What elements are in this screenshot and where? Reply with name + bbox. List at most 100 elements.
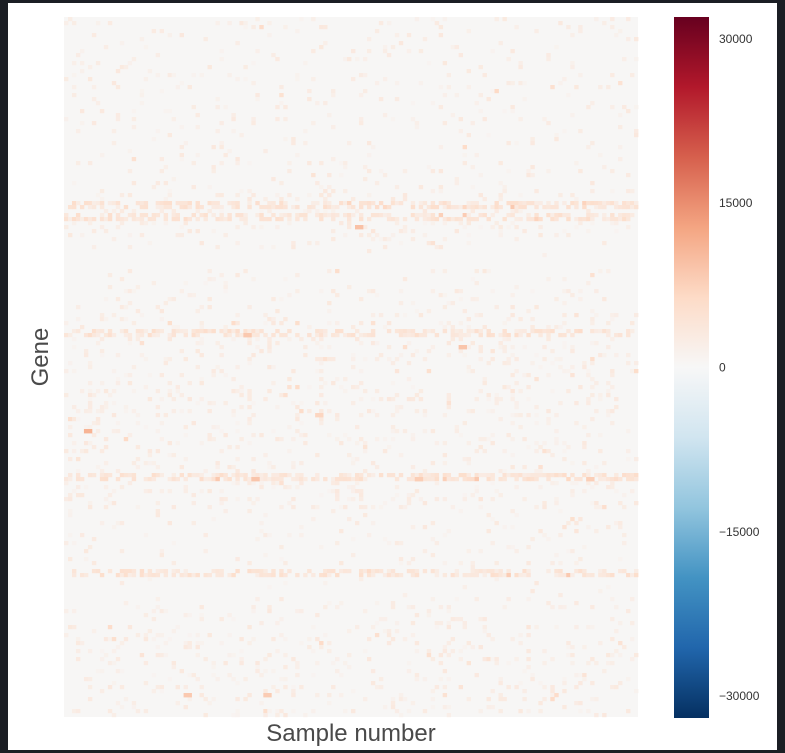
heatmap-cell <box>79 61 85 66</box>
heatmap-cell <box>494 569 499 574</box>
heatmap-cell <box>83 449 89 454</box>
heatmap-cell <box>358 297 364 302</box>
heatmap-cell <box>582 365 587 370</box>
heatmap-cell <box>71 709 77 714</box>
heatmap-cell <box>275 709 280 714</box>
heatmap-cell <box>554 553 559 558</box>
heatmap-cell <box>458 217 464 222</box>
heatmap-cell <box>522 229 527 234</box>
heatmap-cell <box>610 637 615 642</box>
heatmap-cell <box>339 161 344 166</box>
heatmap-cell <box>107 709 113 714</box>
heatmap-cell <box>319 333 324 338</box>
heatmap-cell <box>370 409 376 414</box>
heatmap-cell <box>75 213 81 218</box>
heatmap-cell <box>634 205 639 210</box>
heatmap-cell <box>590 605 595 610</box>
heatmap-cell <box>139 101 145 106</box>
heatmap-cell <box>227 633 232 638</box>
heatmap-cell <box>478 313 483 318</box>
heatmap-cell <box>530 201 535 206</box>
heatmap-cell <box>295 405 300 410</box>
heatmap-cell <box>271 485 276 490</box>
heatmap-cell <box>558 605 563 610</box>
heatmap-cell <box>267 653 272 658</box>
heatmap-cell <box>466 477 471 482</box>
heatmap-cell-notable <box>243 333 252 338</box>
heatmap-cell <box>562 321 567 326</box>
heatmap-cell <box>71 73 77 78</box>
heatmap-cell <box>95 201 101 206</box>
heatmap-cell <box>570 333 575 338</box>
heatmap-cell <box>199 305 204 310</box>
heatmap-cell <box>111 489 117 494</box>
heatmap-cell <box>518 389 523 394</box>
heatmap-cell <box>351 401 356 406</box>
heatmap-cell <box>263 149 268 154</box>
heatmap-cell <box>366 193 372 198</box>
heatmap-cell <box>526 373 531 378</box>
heatmap-cell-notable <box>414 477 424 482</box>
heatmap-cell <box>111 237 117 242</box>
heatmap-cell <box>474 313 479 318</box>
heatmap-cell <box>394 573 400 578</box>
heatmap-cell <box>111 637 117 642</box>
heatmap-cell <box>135 329 141 334</box>
heatmap-cell <box>323 209 328 214</box>
heatmap-cell <box>534 353 539 358</box>
heatmap-cell <box>362 569 368 574</box>
heatmap-cell <box>606 321 611 326</box>
heatmap-cell <box>510 81 515 86</box>
heatmap-cell <box>75 217 81 222</box>
heatmap-cell <box>171 409 177 414</box>
heatmap-cell <box>502 349 507 354</box>
heatmap-cell <box>494 17 499 22</box>
heatmap-cell <box>478 437 483 442</box>
heatmap-cell <box>159 89 165 94</box>
heatmap-cell <box>562 313 567 318</box>
heatmap-cell <box>390 701 396 706</box>
heatmap-cell <box>414 217 420 222</box>
heatmap-cell <box>247 421 252 426</box>
heatmap-cell <box>470 165 475 170</box>
heatmap-cell <box>215 245 220 250</box>
heatmap-cell <box>522 201 527 206</box>
heatmap-cell <box>231 465 236 470</box>
heatmap-cell <box>438 621 444 626</box>
heatmap-cell <box>247 417 252 422</box>
heatmap-cell <box>498 197 503 202</box>
heatmap-cell <box>590 329 595 334</box>
heatmap-cell <box>323 633 328 638</box>
heatmap-cell <box>183 357 188 362</box>
heatmap-cell <box>510 389 515 394</box>
heatmap-cell <box>167 389 173 394</box>
heatmap-cell <box>159 317 165 322</box>
heatmap-cell <box>211 665 216 670</box>
heatmap-cell <box>634 473 639 478</box>
heatmap-cell <box>358 477 364 482</box>
heatmap-cell <box>123 601 129 606</box>
heatmap-cell <box>75 637 81 642</box>
heatmap-cell <box>219 57 224 62</box>
heatmap-cell <box>482 449 487 454</box>
heatmap-cell <box>107 501 113 506</box>
heatmap-cell <box>91 445 97 450</box>
heatmap-cell <box>259 621 264 626</box>
heatmap-cell <box>203 697 208 702</box>
heatmap-cell <box>83 349 89 354</box>
heatmap-cell <box>410 557 416 562</box>
heatmap-cell <box>271 465 276 470</box>
heatmap-cell <box>71 217 77 222</box>
heatmap-cell <box>390 217 396 222</box>
heatmap-cell <box>534 505 539 510</box>
heatmap-cell <box>478 349 483 354</box>
heatmap-cell <box>91 561 97 566</box>
heatmap-cell <box>183 333 188 338</box>
heatmap-cell <box>191 421 196 426</box>
heatmap-cell <box>75 53 81 58</box>
heatmap-cell <box>311 477 316 482</box>
heatmap-cell <box>327 201 332 206</box>
heatmap-cell <box>538 445 543 450</box>
heatmap-cell <box>546 337 551 342</box>
heatmap-cell <box>562 77 567 82</box>
